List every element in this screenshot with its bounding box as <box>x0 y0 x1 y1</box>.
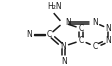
Text: N: N <box>105 24 110 33</box>
Text: N: N <box>91 18 97 27</box>
Text: N: N <box>65 18 71 27</box>
Text: N: N <box>61 57 67 66</box>
Text: C: C <box>47 30 52 39</box>
Text: N: N <box>105 36 110 45</box>
Text: H₂N: H₂N <box>46 2 61 11</box>
Text: N: N <box>26 30 32 39</box>
Text: C: C <box>78 36 83 45</box>
Text: C: C <box>78 24 83 33</box>
Text: N: N <box>60 42 66 51</box>
Text: C: C <box>92 42 97 51</box>
